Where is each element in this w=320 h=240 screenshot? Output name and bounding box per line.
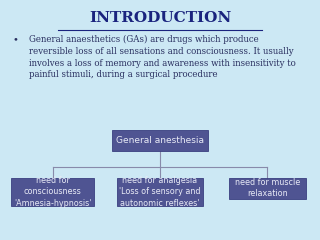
Text: need for muscle
relaxation: need for muscle relaxation [235, 178, 300, 198]
FancyBboxPatch shape [229, 178, 306, 199]
Text: INTRODUCTION: INTRODUCTION [89, 11, 231, 25]
FancyBboxPatch shape [117, 178, 203, 206]
Text: •: • [13, 35, 19, 44]
Text: need for
consciousness
'Amnesia-hypnosis': need for consciousness 'Amnesia-hypnosis… [14, 176, 92, 208]
FancyBboxPatch shape [11, 178, 94, 206]
Text: General anesthesia: General anesthesia [116, 136, 204, 145]
Text: General anaesthetics (GAs) are drugs which produce
reversible loss of all sensat: General anaesthetics (GAs) are drugs whi… [29, 35, 296, 79]
FancyBboxPatch shape [112, 130, 208, 151]
Text: need for analgesia
'Loss of sensory and
autonomic reflexes': need for analgesia 'Loss of sensory and … [119, 176, 201, 208]
